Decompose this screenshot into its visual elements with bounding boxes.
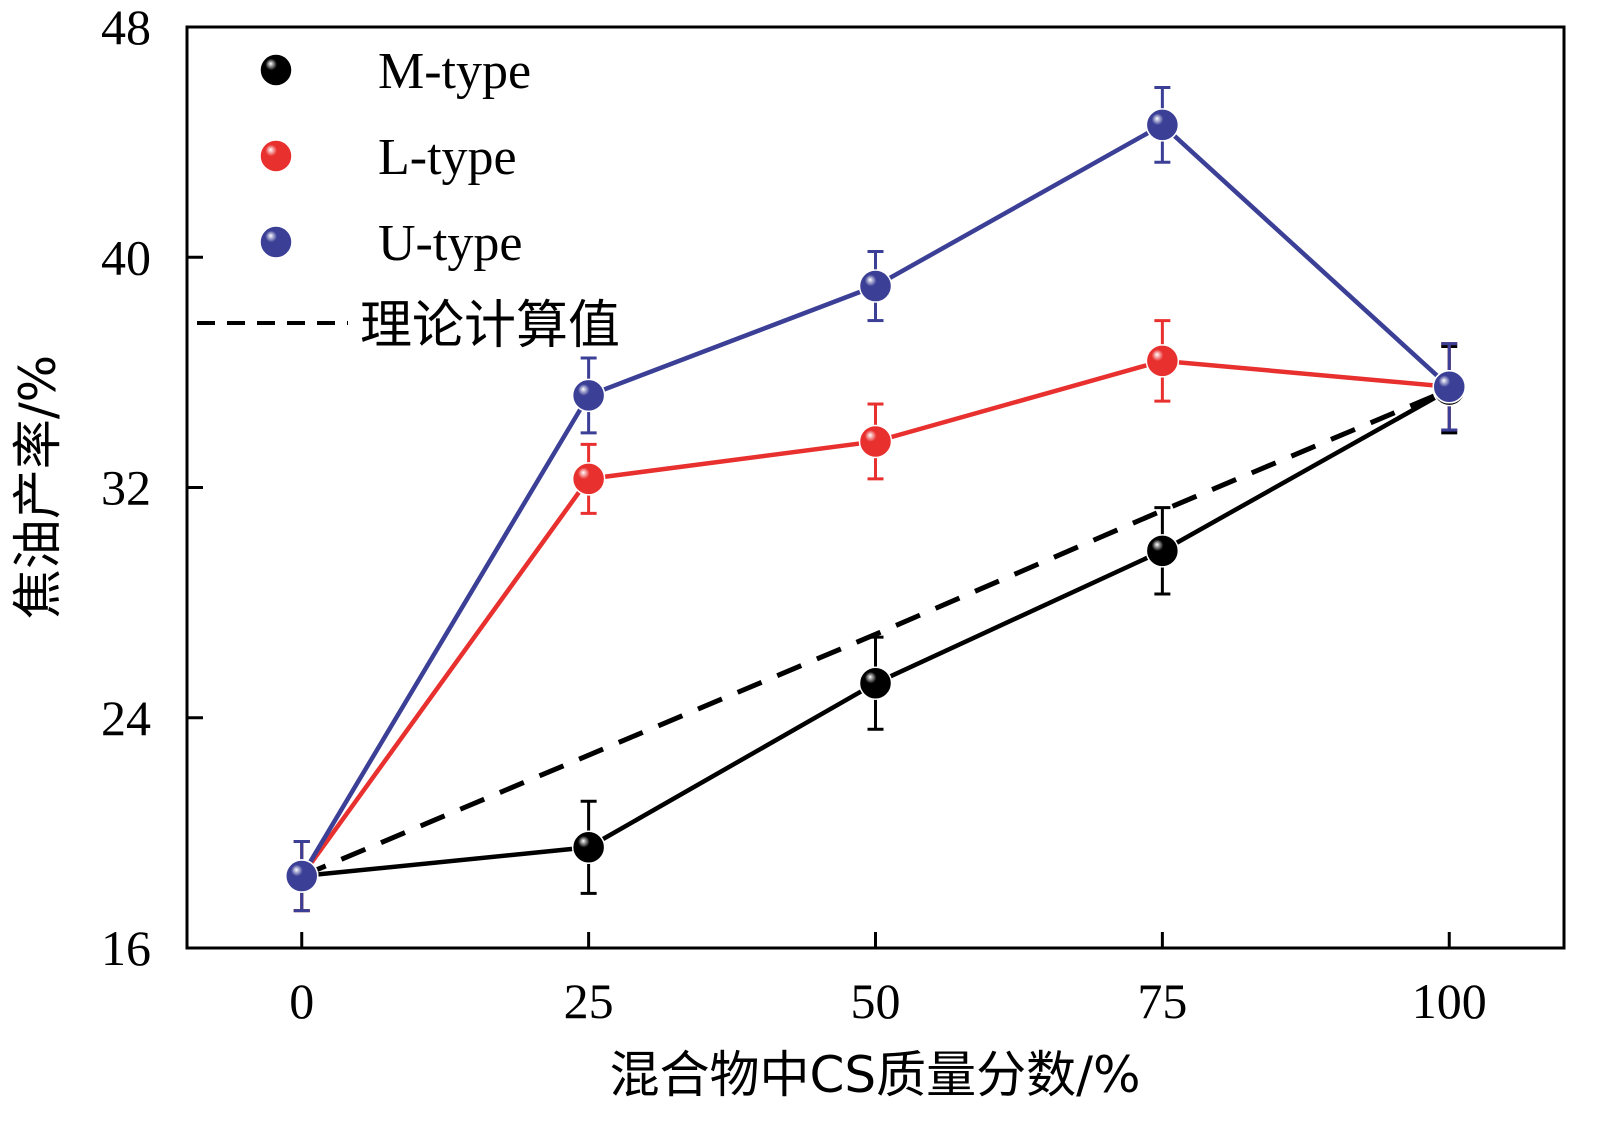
series-markers [285, 108, 1466, 893]
data-point-u-type [858, 269, 893, 303]
data-point-m-type [858, 666, 893, 700]
data-point-l-type [1145, 344, 1180, 378]
y-tick-label: 48 [101, 0, 151, 55]
theoretical-line [300, 387, 1451, 879]
legend-marker-u-type [259, 225, 293, 259]
x-tick-label: 0 [289, 973, 314, 1029]
legend-label-l-type: L-type [378, 129, 517, 186]
legend-label-u-type: U-type [378, 215, 522, 272]
y-tick-label: 32 [101, 460, 151, 516]
data-point-u-type [1145, 108, 1180, 142]
data-point-u-type [1432, 370, 1466, 404]
legend: M-type L-type U-type 理论计算值 [197, 43, 620, 356]
data-point-u-type [571, 378, 606, 413]
error-bars [293, 85, 1458, 913]
legend-label-m-type: M-type [378, 43, 531, 100]
legend-label-theoretical: 理论计算值 [360, 296, 620, 356]
tick-group: 16 24 32 40 48 0 25 50 75 100 [101, 0, 1487, 1029]
x-tick-label: 50 [851, 973, 901, 1029]
data-point-l-type [858, 424, 893, 459]
x-tick-label: 25 [564, 973, 614, 1029]
data-point-m-type [571, 830, 606, 865]
legend-marker-l-type [259, 139, 293, 173]
y-tick-label: 40 [101, 229, 151, 285]
legend-marker-m-type [259, 53, 293, 87]
data-point-l-type [571, 462, 606, 496]
x-tick-label: 75 [1137, 973, 1187, 1029]
y-axis-label: 焦油产率/% [9, 355, 67, 619]
data-point-u-type [285, 859, 319, 893]
data-point-m-type [1145, 534, 1180, 568]
x-tick-label: 100 [1412, 973, 1487, 1029]
x-axis-label: 混合物中CS质量分数/% [609, 1046, 1140, 1104]
y-tick-label: 24 [101, 690, 151, 746]
y-tick-label: 16 [101, 920, 151, 976]
